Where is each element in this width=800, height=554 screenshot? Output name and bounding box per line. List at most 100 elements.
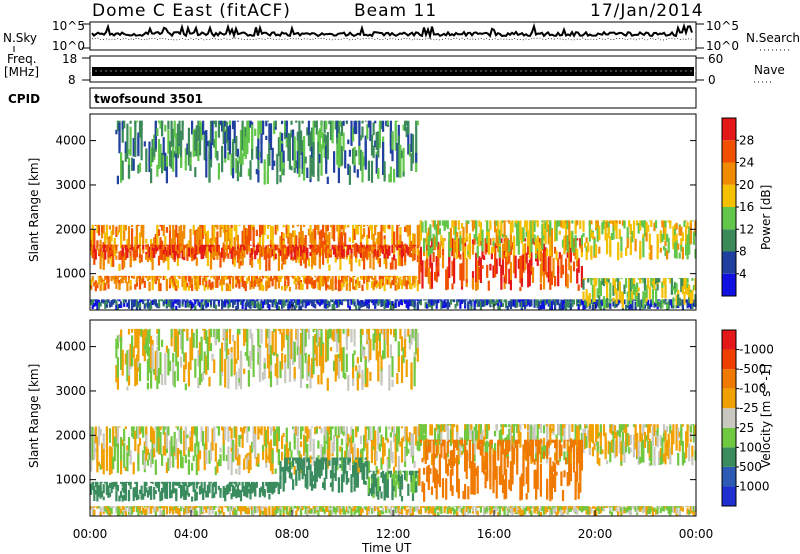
power-mark: [303, 299, 306, 303]
velocity-mark: [257, 454, 260, 464]
velocity-mark: [328, 426, 331, 435]
velocity-mark: [427, 464, 430, 483]
velocity-mark: [113, 481, 116, 485]
power-mark: [102, 252, 105, 260]
velocity-mark: [143, 485, 146, 493]
power-mark: [217, 120, 221, 138]
power-mark: [333, 305, 336, 310]
velocity-mark: [268, 426, 271, 428]
velocity-mark: [454, 439, 457, 448]
power-mark: [681, 286, 685, 292]
velocity-mark: [132, 346, 135, 359]
velocity-mark: [132, 462, 135, 475]
power-mark: [134, 236, 137, 251]
power-mark: [186, 299, 189, 308]
power-mark: [238, 281, 241, 289]
power-mark: [451, 299, 454, 302]
power-mark: [539, 238, 543, 253]
power-mark: [170, 275, 173, 277]
power-mark: [287, 224, 290, 229]
velocity-mark: [334, 457, 337, 465]
velocity-mark: [329, 482, 333, 488]
power-mark: [481, 299, 484, 308]
power-mark: [211, 230, 214, 237]
power-mark: [153, 148, 156, 157]
velocity-mark: [307, 429, 311, 439]
velocity-mark: [254, 434, 257, 459]
power-mark: [219, 254, 222, 268]
power-mark: [326, 176, 329, 184]
velocity-mark: [511, 424, 514, 433]
power-mark: [265, 135, 268, 140]
power-mark: [255, 168, 258, 175]
power-mark: [325, 251, 328, 259]
power-mark: [339, 280, 342, 291]
power-mark: [383, 284, 386, 292]
power-mark: [168, 141, 172, 167]
power-mark: [309, 224, 312, 237]
power-mark: [353, 244, 356, 255]
velocity-mark: [424, 424, 427, 443]
power-mark: [386, 300, 389, 308]
velocity-mark: [154, 481, 157, 487]
power-mark: [224, 120, 227, 127]
power-mark: [263, 159, 266, 185]
power-mark: [320, 279, 323, 287]
power-mark: [115, 255, 118, 260]
power-mark: [438, 228, 442, 235]
power-mark: [251, 145, 254, 160]
power-mark: [108, 301, 112, 308]
velocity-mark: [648, 424, 651, 433]
velocity-mark: [340, 426, 344, 434]
power-mark: [258, 276, 262, 284]
power-mark: [336, 299, 339, 302]
power-mark: [497, 220, 500, 241]
power-mark: [296, 299, 299, 305]
velocity-mark: [203, 443, 206, 451]
power-mark: [429, 245, 432, 267]
power-mark: [282, 238, 285, 265]
power-mark: [457, 299, 460, 302]
velocity-mark: [413, 470, 416, 474]
velocity-mark: [435, 439, 438, 443]
velocity-mark: [512, 447, 516, 463]
power-mark: [400, 244, 404, 248]
power-mark: [454, 227, 457, 240]
power-mark: [120, 225, 123, 249]
power-mark: [358, 120, 361, 156]
power-mark: [195, 275, 198, 280]
power-mark: [437, 299, 440, 301]
velocity-mark: [90, 426, 93, 446]
power-mark: [397, 135, 400, 172]
power-mark: [146, 244, 150, 247]
velocity-mark: [604, 432, 607, 455]
power-mark: [383, 275, 386, 278]
velocity-mark: [620, 424, 623, 433]
power-mark: [576, 238, 579, 241]
velocity-mark: [645, 435, 648, 442]
power-mark: [181, 275, 184, 288]
velocity-mark: [232, 440, 235, 462]
power-mark: [228, 246, 232, 254]
power-mark: [486, 299, 489, 306]
velocity-mark: [150, 481, 153, 484]
power-mark: [367, 277, 371, 282]
power-mark: [331, 275, 334, 284]
power-mark: [290, 233, 293, 240]
power-mark: [255, 277, 258, 285]
power-mark: [591, 232, 595, 240]
velocity-mark: [495, 424, 498, 428]
power-mark: [249, 160, 252, 180]
velocity-mark: [325, 426, 328, 441]
power-mark: [681, 278, 685, 288]
velocity-mark: [258, 428, 262, 434]
power-mark: [359, 245, 363, 254]
velocity-mark: [113, 436, 116, 451]
power-mark: [408, 144, 412, 157]
power-mark: [127, 226, 131, 253]
power-mark: [314, 275, 317, 278]
power-mark: [397, 244, 400, 248]
power-mark: [249, 251, 252, 259]
power-mark: [164, 299, 167, 302]
power-mark: [348, 149, 352, 157]
